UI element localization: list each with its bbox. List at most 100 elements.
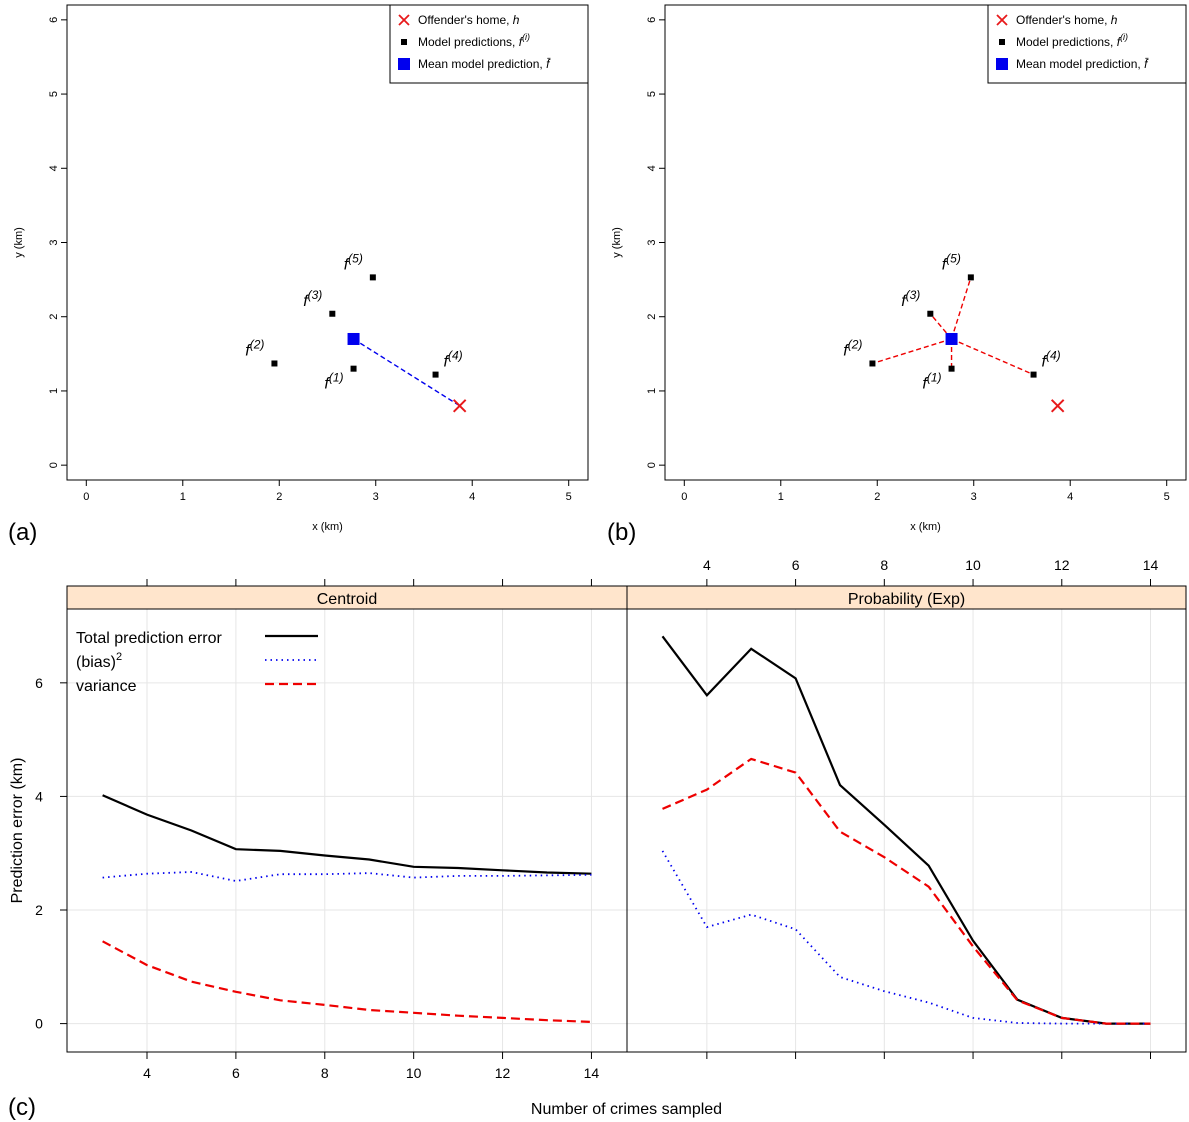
legend-entry: Total prediction error xyxy=(76,630,223,647)
x-tick-label: 0 xyxy=(681,491,687,503)
prediction-label: f(1) xyxy=(922,371,941,393)
prediction-label: f(2) xyxy=(843,337,862,359)
prediction-point xyxy=(369,274,376,281)
prediction-point xyxy=(869,360,876,367)
y-axis-label: Prediction error (km) xyxy=(9,758,26,904)
x-tick-label-top: 14 xyxy=(1143,557,1159,573)
prediction-point xyxy=(927,310,934,317)
mean-point xyxy=(347,332,360,345)
mean-home-connector xyxy=(353,338,461,407)
x-axis-label: x (km) xyxy=(910,521,941,533)
y-tick-label: 4 xyxy=(48,165,60,171)
legend: Offender's home, h Model predictions, f(i… xyxy=(389,4,589,84)
legend-box xyxy=(389,4,589,84)
prediction-point xyxy=(948,365,955,372)
legend-key-prediction xyxy=(401,39,407,45)
x-tick-label-bottom: 12 xyxy=(495,1065,511,1081)
y-tick-label: 0 xyxy=(646,462,658,468)
x-tick-label: 1 xyxy=(778,491,784,503)
panel-frame xyxy=(66,608,628,1053)
x-tick-label: 3 xyxy=(971,491,977,503)
y-tick-label: 6 xyxy=(646,17,658,23)
legend-key-mean xyxy=(398,58,410,70)
panel-label-b: (b) xyxy=(607,519,636,546)
y-tick-label: 5 xyxy=(48,91,60,97)
y-axis-label: y (km) xyxy=(13,227,25,258)
home-marker xyxy=(1050,399,1065,413)
prediction-label: f(5) xyxy=(344,251,363,273)
legend: Total prediction error (bias)2 variance xyxy=(76,630,318,695)
legend-entry: Model predictions, f(i) xyxy=(418,32,530,49)
prediction-point xyxy=(350,365,357,372)
panel-c-lineplot: Centroid 4 6 8 10 12 14 0 2 4 6 Probability (Exp) 4 6… xyxy=(9,557,1187,1118)
x-tick-label-bottom: 10 xyxy=(406,1065,422,1081)
legend-entry: Offender's home, h xyxy=(1016,13,1118,27)
x-tick-label-top: 8 xyxy=(880,557,888,573)
series-total xyxy=(102,794,592,875)
prediction-point xyxy=(271,360,278,367)
x-tick-label-top: 12 xyxy=(1054,557,1070,573)
legend-entry: Mean model prediction, f̄ xyxy=(418,57,551,71)
legend-key-home xyxy=(996,14,1008,26)
y-tick-label: 5 xyxy=(646,91,658,97)
series-bias xyxy=(102,871,592,882)
prediction-point xyxy=(432,371,439,378)
x-tick-label: 4 xyxy=(1067,491,1073,503)
panel-label-c: (c) xyxy=(8,1094,36,1121)
x-tick-label: 4 xyxy=(469,491,475,503)
mean-prediction-connector xyxy=(951,338,1034,376)
panel-c-probability: Probability (Exp) 4 6 8 10 12 14 xyxy=(626,557,1187,1059)
panel-a-scatter: 0 1 2 3 4 5 0 1 2 3 4 5 6 x (km) y (km) f(1) f(2) f(3) f(4… xyxy=(13,4,589,533)
home-marker xyxy=(452,399,467,413)
panel-b-scatter: 0 1 2 3 4 5 0 1 2 3 4 5 6 x (km) y (km) f(1) f(2) f(3) f(4… xyxy=(611,4,1187,533)
x-tick-label-bottom: 6 xyxy=(232,1065,240,1081)
y-tick-label: 1 xyxy=(646,388,658,394)
prediction-point xyxy=(967,274,974,281)
x-tick-label-top: 6 xyxy=(792,557,800,573)
legend-key-prediction xyxy=(999,39,1005,45)
mean-prediction-connector xyxy=(950,277,972,340)
x-tick-label: 0 xyxy=(83,491,89,503)
x-axis-label: Number of crimes sampled xyxy=(531,1101,722,1118)
prediction-label: f(5) xyxy=(942,251,961,273)
legend-entry: Model predictions, f(i) xyxy=(1016,32,1128,49)
legend-entry: Offender's home, h xyxy=(418,13,520,27)
x-tick-label-bottom: 14 xyxy=(584,1065,600,1081)
y-tick-label: 6 xyxy=(48,17,60,23)
y-tick-label: 3 xyxy=(646,239,658,245)
x-axis-label: x (km) xyxy=(312,521,343,533)
legend-entry: variance xyxy=(76,678,137,695)
y-tick-label: 1 xyxy=(48,388,60,394)
x-tick-label: 2 xyxy=(276,491,282,503)
y-tick-label: 4 xyxy=(646,165,658,171)
y-tick-label: 6 xyxy=(35,675,43,691)
y-tick-label: 4 xyxy=(35,788,43,804)
legend: Offender's home, h Model predictions, f(i… xyxy=(987,4,1187,84)
mean-prediction-connector xyxy=(872,338,952,365)
prediction-point xyxy=(1030,371,1037,378)
series-bias xyxy=(661,850,1151,1025)
legend-key-mean xyxy=(996,58,1008,70)
x-tick-label: 2 xyxy=(874,491,880,503)
prediction-label: f(3) xyxy=(901,288,920,310)
strip-label: Centroid xyxy=(317,591,377,608)
panel-frame xyxy=(626,608,1187,1053)
prediction-label: f(4) xyxy=(444,349,463,371)
mean-prediction-connector xyxy=(929,313,953,340)
x-tick-label: 5 xyxy=(1164,491,1170,503)
series-variance xyxy=(102,940,592,1023)
x-tick-label-top: 10 xyxy=(965,557,981,573)
y-tick-label: 2 xyxy=(35,902,43,918)
prediction-label: f(1) xyxy=(324,371,343,393)
mean-point xyxy=(945,332,958,345)
panel-label-a: (a) xyxy=(8,519,37,546)
y-tick-label: 0 xyxy=(48,462,60,468)
y-tick-label: 3 xyxy=(48,239,60,245)
y-tick-label: 2 xyxy=(48,314,60,320)
x-tick-label: 3 xyxy=(373,491,379,503)
x-tick-label-top: 4 xyxy=(703,557,711,573)
legend-box xyxy=(987,4,1187,84)
y-tick-label: 2 xyxy=(646,314,658,320)
legend-entry: (bias)2 xyxy=(76,651,122,671)
